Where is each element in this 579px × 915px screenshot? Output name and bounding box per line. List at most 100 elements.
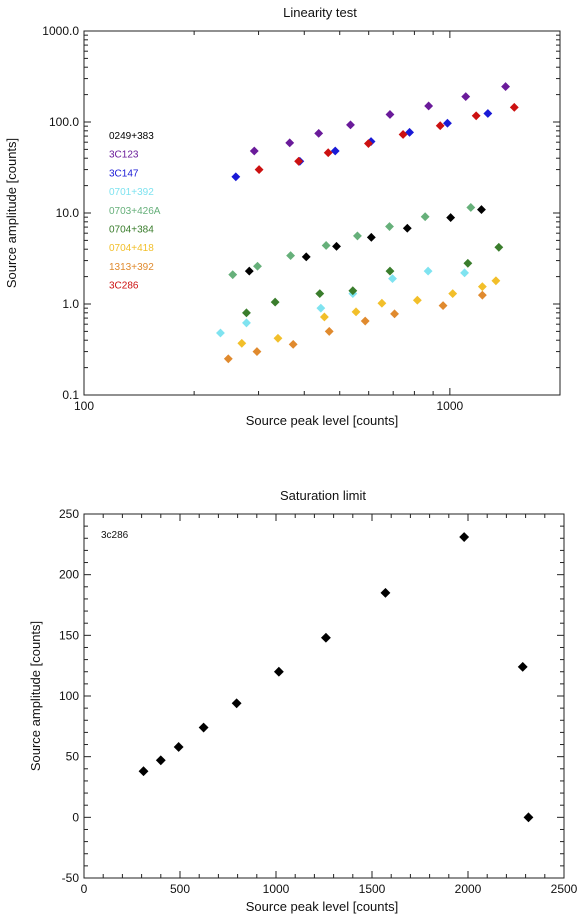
- chart1-point: [377, 298, 387, 308]
- chart1-point: [294, 156, 304, 166]
- chart1-legend-entry: 0704+384: [109, 225, 154, 236]
- chart1-point: [461, 92, 471, 102]
- chart1-point: [285, 138, 295, 148]
- chart2-xtick-label: 2500: [551, 882, 578, 896]
- chart1-point: [253, 261, 262, 271]
- chart1-legend-entry: 3C286: [109, 281, 139, 292]
- linearity-chart: Linearity test 100 10000.11.010.0100.0100…: [4, 5, 561, 428]
- chart1-point: [353, 231, 362, 241]
- chart2-ytick-label: -50: [62, 871, 80, 885]
- chart1-point: [223, 354, 233, 364]
- chart1-point: [254, 165, 264, 175]
- chart2-point: [523, 812, 534, 823]
- chart1-legend: 0249+383 3C123 3C147 0701+392 0703+426A 0704+…: [109, 131, 161, 292]
- chart1-xtick-label: 1000: [437, 399, 464, 413]
- chart2-point: [173, 742, 184, 752]
- chart1-legend-entry: 3C123: [109, 150, 139, 161]
- chart1-point: [316, 303, 326, 313]
- chart1-point: [483, 109, 493, 118]
- chart1-point: [237, 338, 247, 348]
- chart1-point: [438, 301, 448, 311]
- chart1-point: [324, 326, 334, 336]
- chart1-point: [385, 110, 395, 119]
- chart1-point: [443, 118, 452, 128]
- chart1-legend-entry: 1313+392: [109, 262, 154, 273]
- chart1-point: [402, 223, 412, 233]
- chart1-point: [435, 121, 445, 131]
- chart2-point: [273, 666, 284, 677]
- chart2-point: [155, 755, 166, 766]
- chart1-point: [273, 333, 283, 343]
- chart1-point: [494, 242, 504, 252]
- chart1-point: [390, 309, 399, 319]
- chart1-point: [446, 213, 456, 223]
- chart1-point: [315, 289, 325, 299]
- chart1-point: [385, 222, 394, 231]
- chart2-plot-frame: [83, 513, 565, 879]
- chart1-point: [423, 266, 433, 276]
- chart1-point: [351, 307, 361, 317]
- chart2-ytick-label: 100: [59, 689, 79, 703]
- chart2-annotation: 3c286: [101, 530, 129, 541]
- chart2-point: [380, 587, 391, 598]
- chart1-point: [463, 258, 473, 268]
- chart2-point: [459, 532, 470, 542]
- chart1-point: [323, 148, 333, 158]
- chart1-ytick-label: 1.0: [62, 297, 79, 311]
- chart1-point: [424, 101, 434, 111]
- chart1-point: [228, 270, 238, 280]
- chart1-point: [466, 203, 476, 212]
- chart1-legend-entry: 0703+426A: [109, 206, 161, 217]
- chart2-ytick-label: 0: [72, 810, 79, 824]
- chart2-point: [138, 766, 149, 777]
- chart2-ytick-label: 250: [59, 507, 79, 521]
- chart1-point: [321, 241, 331, 250]
- chart2-ytick-label: 150: [59, 628, 79, 642]
- chart2-point: [198, 722, 209, 733]
- chart1-point: [471, 111, 481, 121]
- chart2-ytick-label: 200: [59, 568, 79, 582]
- chart1-point: [509, 102, 519, 112]
- chart2-xtick-label: 1500: [359, 882, 386, 896]
- chart1-point: [314, 128, 324, 138]
- chart1-point: [332, 241, 341, 251]
- chart1-ytick-label: 0.1: [62, 388, 79, 402]
- chart1-point: [460, 268, 469, 278]
- chart1-point: [348, 286, 358, 296]
- chart1-point: [244, 266, 254, 276]
- chart2-xtick-label: 1000: [263, 882, 290, 896]
- chart1-point: [405, 127, 414, 137]
- chart1-point: [249, 146, 259, 156]
- chart2-point: [517, 661, 528, 672]
- chart1-ytick-label: 10.0: [56, 206, 80, 220]
- chart1-ytick-label: 1000.0: [42, 24, 79, 38]
- chart1-title: Linearity test: [283, 5, 357, 20]
- chart1-xtick-label: 100: [74, 399, 94, 413]
- chart2-xtick-label: 2000: [455, 882, 482, 896]
- chart1-point: [477, 205, 486, 215]
- chart1-point: [491, 276, 501, 286]
- saturation-chart: Saturation limit 0 500 1000 1500 2000 2500-50…: [28, 488, 578, 914]
- chart2-point: [320, 632, 331, 643]
- chart1-point: [448, 289, 458, 299]
- chart1-point: [252, 347, 262, 357]
- chart1-point: [286, 251, 296, 261]
- chart1-xlabel: Source peak level [counts]: [246, 413, 398, 428]
- chart2-title: Saturation limit: [280, 488, 366, 503]
- chart1-legend-entry: 0249+383: [109, 131, 154, 142]
- chart1-point: [270, 297, 280, 307]
- chart1-point: [366, 232, 376, 242]
- chart2-ytick-label: 50: [66, 750, 80, 764]
- chart1-legend-entry: 0701+392: [109, 187, 154, 198]
- chart2-xlabel: Source peak level [counts]: [246, 899, 398, 914]
- chart1-point: [385, 266, 395, 276]
- chart1-point: [242, 318, 251, 328]
- chart2-point: [231, 698, 242, 709]
- chart1-point: [501, 82, 511, 92]
- chart1-point: [388, 274, 397, 284]
- chart1-point: [330, 146, 340, 156]
- chart1-legend-entry: 3C147: [109, 168, 139, 179]
- chart1-axes: 100 1000 0.1 1.0 10.0 100.0 1000.0: [42, 24, 561, 413]
- chart1-point: [319, 312, 329, 322]
- chart1-points: [216, 82, 519, 364]
